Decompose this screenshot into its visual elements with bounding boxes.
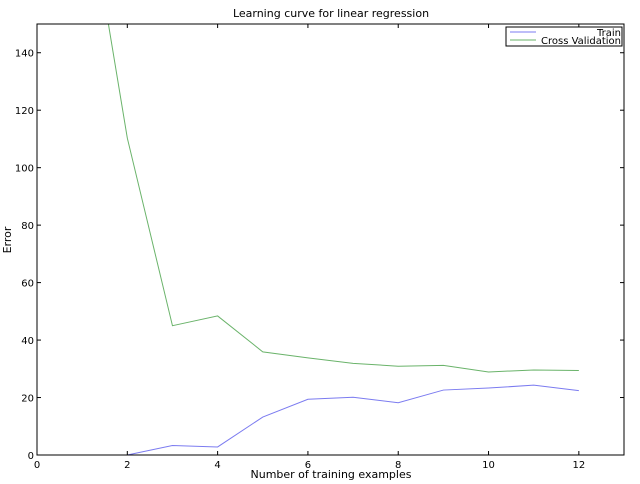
plot-area xyxy=(82,24,579,455)
x-axis-label: Number of training examples xyxy=(251,468,412,480)
y-tick-label: 60 xyxy=(21,279,34,290)
y-tick-label: 0 xyxy=(28,451,34,462)
legend-label-train: Train xyxy=(596,28,621,39)
y-axis-label: Error xyxy=(1,226,14,253)
y-tick-label: 120 xyxy=(15,106,34,117)
chart-title: Learning curve for linear regression xyxy=(233,7,429,20)
y-tick-label: 100 xyxy=(15,164,34,175)
x-tick-label: 10 xyxy=(482,460,495,471)
y-tick-label: 20 xyxy=(21,394,34,405)
x-tick-label: 0 xyxy=(34,460,40,471)
y-tick-label: 80 xyxy=(21,221,34,232)
x-tick-label: 8 xyxy=(395,460,401,471)
x-tick-label: 2 xyxy=(124,460,130,471)
series-line-train xyxy=(82,384,579,455)
legend-label-cross-validation: Cross Validation xyxy=(541,36,621,47)
x-tick-label: 4 xyxy=(214,460,220,471)
y-tick-label: 140 xyxy=(15,49,34,60)
series-line-cross-validation xyxy=(107,24,579,373)
y-tick-label: 40 xyxy=(21,336,34,347)
x-tick-label: 6 xyxy=(305,460,311,471)
x-tick-label: 12 xyxy=(572,460,585,471)
axes-frame xyxy=(36,23,625,456)
